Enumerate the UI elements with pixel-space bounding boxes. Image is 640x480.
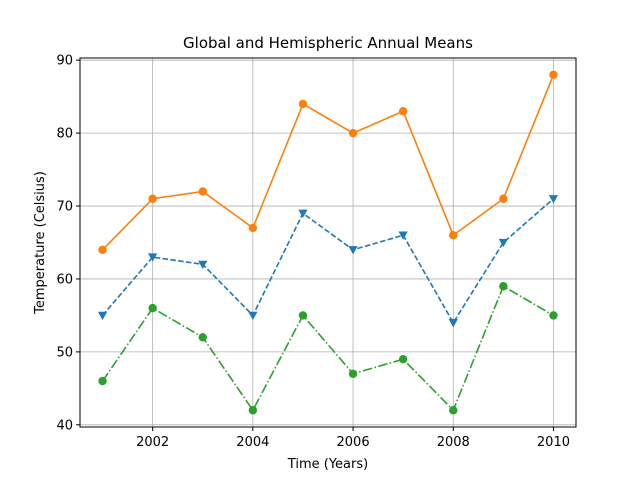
- data-point: [198, 260, 208, 269]
- x-tick-label: 2006: [337, 435, 370, 450]
- y-axis-label: Temperature (Celsius): [33, 171, 48, 315]
- data-point: [248, 406, 258, 415]
- data-point: [398, 107, 408, 116]
- x-tick-label: 2008: [437, 435, 470, 450]
- data-point: [448, 319, 458, 328]
- data-point: [398, 231, 408, 240]
- data-point: [499, 282, 508, 291]
- x-axis: 2002 2004 2006 2008 2010: [136, 427, 570, 450]
- series-line: [101, 198, 554, 325]
- y-tick-label: 80: [56, 127, 73, 142]
- data-point: [198, 187, 207, 196]
- y-axis: 40 50 60 70 80 90: [56, 54, 80, 433]
- data-point: [549, 311, 558, 320]
- data-point: [98, 376, 107, 386]
- data-point: [198, 333, 207, 342]
- chart-title: Global and Hemispheric Annual Means: [183, 34, 473, 52]
- data-point: [298, 99, 308, 109]
- data-point: [348, 128, 358, 138]
- data-point: [148, 253, 158, 262]
- data-point: [248, 223, 258, 233]
- y-tick-label: 50: [56, 345, 73, 360]
- data-point: [549, 70, 558, 79]
- data-point: [449, 406, 458, 415]
- data-point: [449, 231, 458, 240]
- series-layer: [97, 70, 559, 415]
- data-point: [248, 311, 258, 321]
- series-2: [98, 282, 558, 415]
- series-line: [101, 74, 555, 251]
- series-0: [98, 70, 558, 254]
- y-tick-label: 60: [56, 272, 73, 287]
- y-tick-label: 70: [56, 200, 73, 215]
- data-point: [97, 311, 108, 321]
- x-tick-label: 2002: [136, 435, 169, 450]
- x-tick-label: 2010: [537, 435, 570, 450]
- series-1: [97, 195, 559, 328]
- data-point: [499, 194, 508, 203]
- y-tick-label: 40: [56, 418, 73, 433]
- y-tick-label: 90: [56, 54, 73, 69]
- data-point: [398, 354, 408, 364]
- data-point: [498, 238, 508, 248]
- grid: [80, 58, 576, 427]
- data-point: [148, 303, 157, 313]
- x-axis-label: Time (Years): [287, 457, 368, 472]
- data-point: [98, 245, 107, 254]
- data-point: [348, 369, 358, 378]
- series-line: [101, 285, 554, 412]
- x-tick-label: 2004: [236, 435, 269, 450]
- data-point: [298, 209, 308, 218]
- data-point: [348, 246, 358, 255]
- plot-area-frame: [79, 57, 577, 428]
- data-point: [148, 194, 157, 203]
- data-point: [548, 195, 559, 204]
- data-point: [298, 311, 308, 320]
